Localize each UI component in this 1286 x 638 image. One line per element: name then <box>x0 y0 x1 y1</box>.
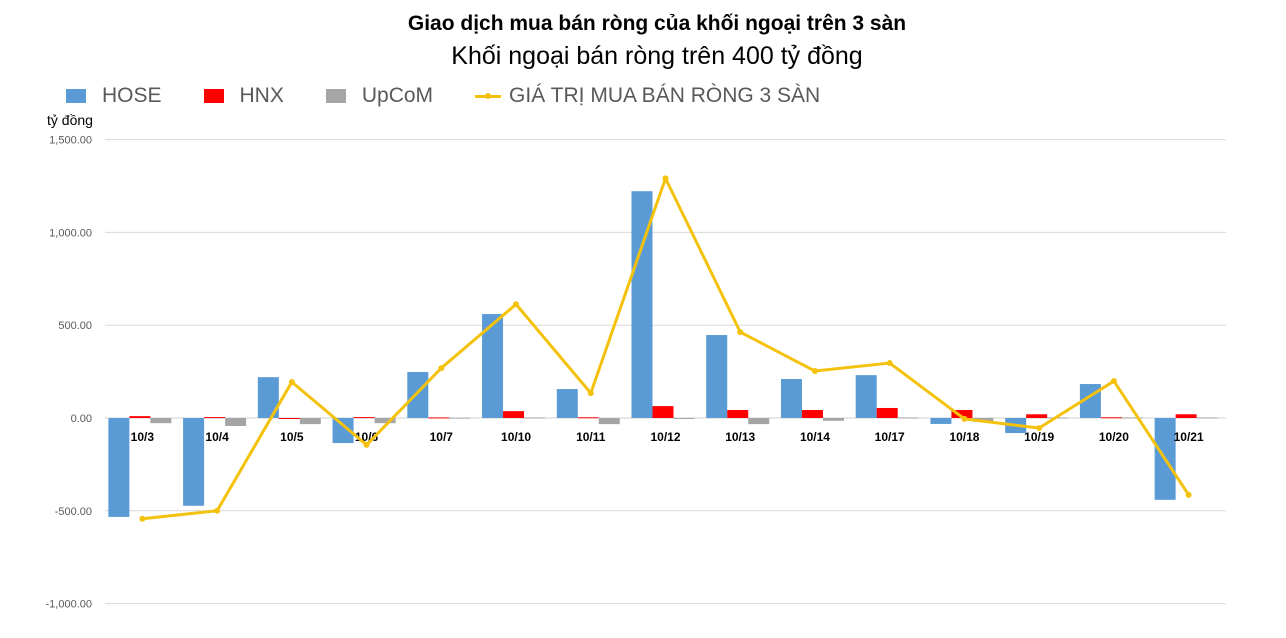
point-total <box>214 507 221 514</box>
bar-hose <box>706 335 728 418</box>
x-tick-label: 10/10 <box>501 430 531 444</box>
bar-upcom <box>822 418 844 421</box>
bar-upcom <box>150 418 172 424</box>
bar-hose <box>556 389 578 418</box>
bar-hnx <box>204 417 226 419</box>
bar-hnx <box>801 410 823 418</box>
bar-hnx <box>353 417 375 419</box>
bar-upcom <box>748 418 770 425</box>
y-axis-unit: tỷ đồng <box>47 112 93 128</box>
x-tick-label: 10/4 <box>205 430 229 444</box>
bar-hnx <box>278 418 300 419</box>
point-total <box>1110 378 1117 385</box>
bar-hose <box>407 371 429 418</box>
legend-item-hose: HOSE <box>66 84 162 108</box>
bar-upcom <box>1121 417 1143 419</box>
bar-hose <box>855 375 877 418</box>
x-tick-label: 10/14 <box>800 430 830 444</box>
legend-swatch-upcom <box>325 89 346 103</box>
legend-swatch-hnx <box>203 89 224 103</box>
bar-upcom <box>299 418 321 425</box>
bar-upcom <box>1196 417 1218 419</box>
point-total <box>1185 491 1192 498</box>
legend-label-total: GIÁ TRỊ MUA BÁN RÒNG 3 SÀN <box>509 84 821 107</box>
y-tick-label: 1,000.00 <box>49 227 92 239</box>
bar-upcom <box>449 417 471 419</box>
bar-hnx <box>577 417 599 419</box>
y-tick-label: 0.00 <box>71 413 92 425</box>
bar-upcom <box>374 418 396 424</box>
bar-hnx <box>1175 414 1197 418</box>
bar-upcom <box>524 417 546 419</box>
y-tick-label: 1,500.00 <box>49 135 92 147</box>
legend-item-total: GIÁ TRỊ MUA BÁN RÒNG 3 SÀN <box>475 84 820 108</box>
chart-subtitle: Khối ngoại bán ròng trên 400 tỷ đồng <box>451 42 863 70</box>
x-tick-label: 10/7 <box>430 430 454 444</box>
bar-hnx <box>876 407 898 418</box>
bar-upcom <box>673 418 695 419</box>
point-total <box>1036 425 1043 432</box>
legend-swatch-total <box>475 92 502 99</box>
point-total <box>737 329 744 336</box>
point-total <box>438 365 445 372</box>
point-total <box>363 441 370 448</box>
legend-item-upcom: UpCoM <box>325 84 434 108</box>
x-tick-label: 10/3 <box>131 430 155 444</box>
line-total <box>142 176 1190 521</box>
y-tick-label: -500.00 <box>55 506 92 518</box>
chart-title: Giao dịch mua bán ròng của khối ngoại tr… <box>407 12 907 35</box>
bar-hose <box>257 377 279 418</box>
point-total <box>886 360 893 367</box>
x-tick-label: 10/20 <box>1099 430 1129 444</box>
legend-label-upcom: UpCoM <box>361 84 434 107</box>
bar-hnx <box>1100 417 1122 419</box>
bar-hose <box>108 418 130 517</box>
x-tick-label: 10/13 <box>725 430 755 444</box>
legend: HOSE HNX UpCoM GIÁ TRỊ MUA BÁN RÒNG 3 SÀ… <box>66 84 862 108</box>
x-tick-label: 10/17 <box>875 430 905 444</box>
point-total <box>288 378 295 385</box>
bar-upcom <box>598 418 620 425</box>
bar-hose <box>183 418 205 506</box>
bar-upcom <box>225 418 247 426</box>
x-tick-label: 10/5 <box>280 430 304 444</box>
bar-hnx <box>1026 414 1048 418</box>
x-tick-label: 10/21 <box>1174 430 1204 444</box>
legend-item-hnx: HNX <box>203 84 284 108</box>
bar-hose <box>780 379 802 418</box>
bar-upcom <box>897 417 919 419</box>
x-tick-label: 10/18 <box>949 430 979 444</box>
bar-hose <box>482 314 504 418</box>
bar-hnx <box>129 416 151 418</box>
legend-swatch-hose <box>66 89 86 103</box>
bar-hose <box>631 191 653 418</box>
bar-hnx <box>652 406 674 418</box>
x-tick-label: 10/11 <box>576 430 606 444</box>
y-tick-label: 500.00 <box>58 320 92 332</box>
point-total <box>811 368 818 375</box>
point-total <box>961 415 968 422</box>
y-tick-label: -1,000.00 <box>46 599 92 611</box>
bar-hnx <box>951 410 973 418</box>
legend-label-hnx: HNX <box>239 84 284 107</box>
point-total <box>139 515 146 522</box>
x-tick-label: 10/19 <box>1024 430 1054 444</box>
point-total <box>587 390 594 397</box>
point-total <box>662 175 669 182</box>
bar-hose <box>930 418 952 424</box>
point-total <box>513 301 520 308</box>
bar-hnx <box>727 410 749 418</box>
bar-hnx <box>503 411 525 418</box>
bar-hose <box>332 418 354 444</box>
legend-label-hose: HOSE <box>102 84 162 107</box>
x-tick-label: 10/12 <box>650 430 680 444</box>
bar-hnx <box>428 417 450 419</box>
